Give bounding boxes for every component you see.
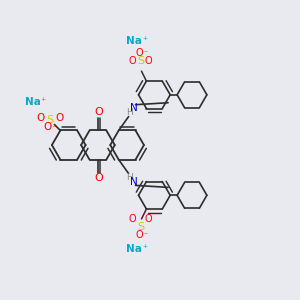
- Text: H: H: [126, 108, 133, 117]
- Text: ⁺: ⁺: [142, 36, 147, 46]
- Text: O: O: [136, 48, 143, 58]
- Text: S: S: [137, 222, 144, 232]
- Text: O: O: [36, 112, 45, 123]
- Text: N: N: [130, 103, 137, 113]
- Text: O: O: [55, 112, 64, 123]
- Text: H: H: [126, 173, 133, 182]
- Text: S: S: [137, 56, 144, 66]
- Text: O: O: [94, 173, 103, 184]
- Text: Na: Na: [126, 244, 142, 254]
- Text: O: O: [129, 56, 136, 66]
- Text: O: O: [43, 122, 52, 133]
- Text: ⁺: ⁺: [142, 244, 147, 254]
- Text: ⁻: ⁻: [51, 123, 56, 132]
- Text: ⁻: ⁻: [143, 49, 148, 58]
- Text: Na: Na: [126, 36, 142, 46]
- Text: O: O: [94, 106, 103, 117]
- Text: ⁻: ⁻: [143, 230, 148, 239]
- Text: O: O: [145, 214, 152, 224]
- Text: O: O: [145, 56, 152, 66]
- Text: O: O: [136, 230, 143, 240]
- Text: N: N: [130, 177, 137, 188]
- Text: Na: Na: [25, 97, 40, 107]
- Text: O: O: [129, 214, 136, 224]
- Text: S: S: [46, 115, 53, 124]
- Text: ⁺: ⁺: [40, 97, 45, 107]
